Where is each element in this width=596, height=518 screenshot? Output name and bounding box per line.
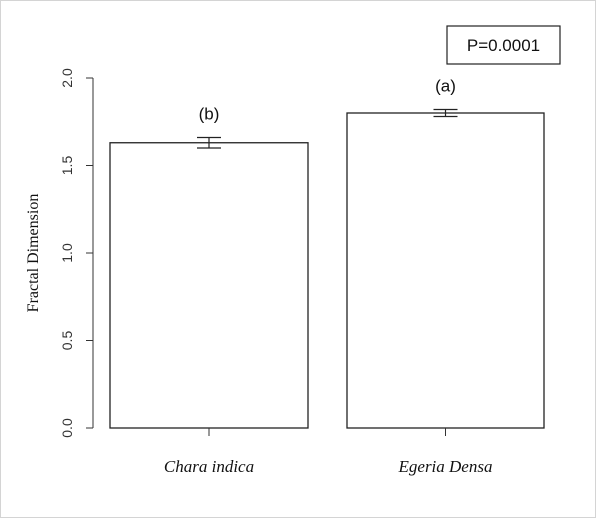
- bars-group: (b) (a): [109, 77, 545, 429]
- bar: [346, 112, 545, 429]
- significance-label: (b): [199, 105, 220, 124]
- y-tick-label: 0.0: [59, 418, 75, 438]
- bar: [109, 142, 309, 429]
- p-value-box-border: [446, 25, 561, 65]
- y-tick-label: 0.5: [59, 331, 75, 351]
- y-tick-label: 2.0: [59, 68, 75, 88]
- p-value-box: P=0.0001: [446, 25, 561, 65]
- y-tick-label: 1.5: [59, 156, 75, 176]
- x-axis: Chara indica Egeria Densa: [164, 428, 493, 476]
- y-tick-label: 1.0: [59, 243, 75, 263]
- y-axis: 0.0 0.5 1.0 1.5 2.0: [59, 68, 94, 438]
- x-category-label: Chara indica: [164, 457, 254, 476]
- p-value-text: P=0.0001: [467, 36, 540, 55]
- significance-label: (a): [435, 77, 456, 96]
- x-category-label: Egeria Densa: [398, 457, 493, 476]
- y-axis-label: Fractal Dimension: [25, 194, 42, 313]
